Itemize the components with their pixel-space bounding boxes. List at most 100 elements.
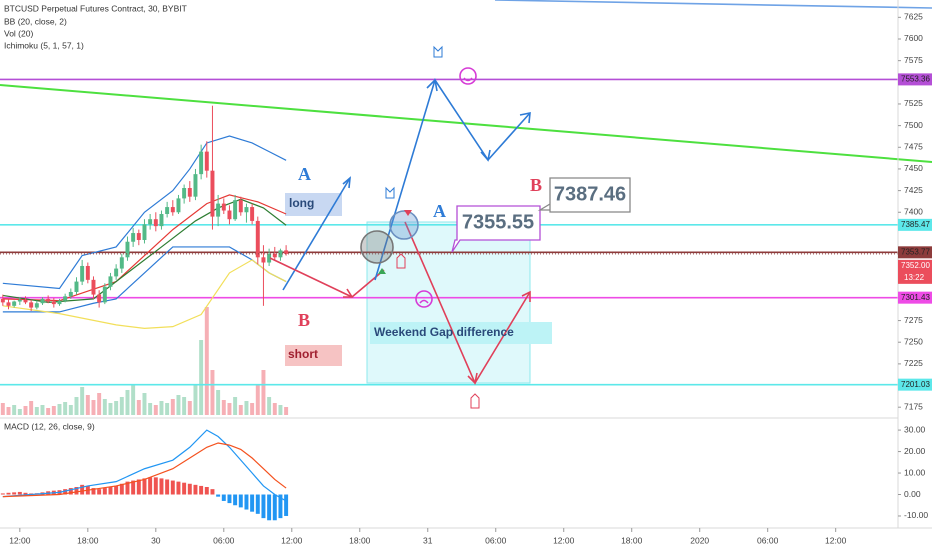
candle-body [17,299,22,302]
indicator-line [2,135,287,290]
y-tick-label: 7400 [904,207,923,217]
price-label: 7553.36 [901,75,930,84]
histogram-bar [170,480,175,495]
annotation: A [298,164,311,184]
histogram-bar [102,488,107,495]
volume-bar [46,408,51,415]
histogram-bar [204,486,209,495]
indicator-line [2,429,287,502]
y-tick-label: -10.00 [904,510,928,520]
histogram-bar [244,494,249,510]
histogram-bar [159,478,164,495]
price-label-box [898,218,932,231]
candle-body [159,213,164,227]
arrow-head [519,112,531,124]
candle-body [125,241,130,258]
indicator-line [2,442,287,498]
frown-mouth [419,299,429,304]
candle-body [255,220,260,258]
histogram-bar [261,494,266,519]
histogram-bar [199,485,204,495]
histogram-bar [136,479,141,495]
legend-item: Vol (20) [4,28,33,38]
arrow-icon [404,210,412,216]
candle-body [284,250,289,254]
volume-bar [119,397,124,415]
candle-body [278,250,283,258]
volume-bar [250,403,255,415]
indicator-line [2,194,287,302]
volume-bar [278,405,283,415]
gap-label-box [370,322,552,344]
x-tick-label: 18:00 [621,535,643,545]
indicator-line [2,259,287,329]
histogram-bar [250,494,255,512]
candle-body [199,151,204,175]
candle-body [238,200,243,213]
callout [451,205,541,253]
candle-body [204,151,209,171]
annotation: B [530,175,542,195]
histogram-bar [272,494,277,521]
x-tick-label: 06:00 [213,535,235,545]
trend-line [494,0,932,9]
legend-item: MACD (12, 26, close, 9) [4,421,95,431]
annotation: B [298,310,310,330]
histogram-bar [182,482,187,495]
y-tick-label: 30.00 [904,424,926,434]
candle-body [23,299,28,303]
histogram-bar [238,494,243,508]
histogram-bar [125,481,130,495]
candle-body [170,207,175,213]
trend-line [0,84,932,163]
candle-body [46,298,51,302]
histogram-bar [176,481,181,495]
candle-body [272,253,277,258]
candle-body [29,302,34,308]
y-tick-label: 7275 [904,315,923,325]
candle-body [108,276,113,287]
histogram-bar [131,480,136,495]
histogram-bar [153,477,158,495]
candle-body [261,257,266,263]
histogram-bar [148,477,153,495]
smiley-mouth [463,77,473,82]
hand-icon [470,393,480,409]
x-tick-label: 12:00 [553,535,575,545]
histogram-bar [97,489,102,495]
annotation: Weekend Gap difference [374,325,514,339]
price-label: 7352.00 [901,261,930,270]
volume-bar [29,401,34,415]
volume-bar [102,399,107,415]
volume-bar [97,393,102,415]
y-tick-label: 7575 [904,55,923,65]
histogram-bar [119,483,124,495]
histogram-bar [108,486,113,495]
volume-bar [136,400,141,415]
x-tick-label: 12:00 [825,535,847,545]
arrow [351,269,385,298]
histogram-bar [80,484,85,495]
short-box [285,345,342,366]
arrow-head [480,149,491,162]
annotation: long [289,196,314,210]
arrow-head [467,372,478,385]
y-tick-label: 7425 [904,185,923,195]
candle-body [250,207,255,221]
long-box [285,193,342,216]
histogram-bar [17,491,22,495]
histogram-bar [68,488,73,495]
volume-bar [216,390,221,415]
candle-body [233,200,238,220]
histogram-bar [6,492,11,495]
histogram-bar [216,494,221,497]
y-tick-label: 10.00 [904,467,926,477]
price-label-box [898,73,932,86]
volume-bar [85,395,90,415]
legend-item: Ichimoku (5, 1, 57, 1) [4,40,84,50]
marker-circle [360,230,394,264]
volume-bar [176,395,181,415]
volume-bar [210,370,215,415]
candle-body [12,301,17,306]
